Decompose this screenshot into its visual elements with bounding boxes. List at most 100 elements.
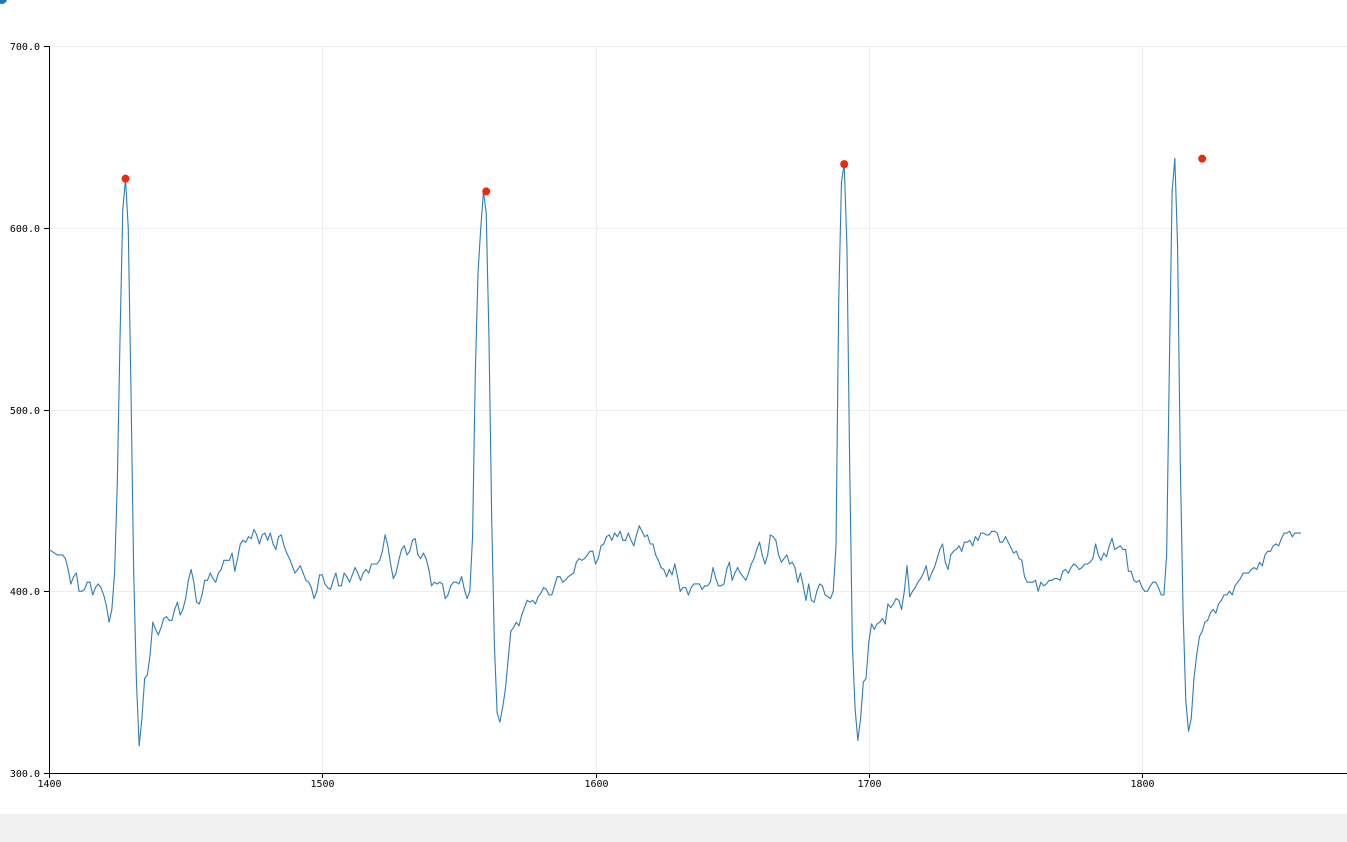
series-line-segment: [1237, 577, 1241, 583]
series-line-segment: [417, 554, 422, 560]
series-line-segment: [62, 554, 66, 560]
series-line-segment: [308, 581, 312, 589]
series-line-segment: [862, 677, 867, 683]
series-line-segment: [428, 568, 433, 587]
series-line-segment: [215, 572, 219, 583]
series-line-segment: [1234, 581, 1239, 587]
series-line-segment: [198, 594, 203, 605]
series-line-segment: [420, 552, 424, 560]
series-line-segment: [174, 601, 178, 610]
series-line-segment: [892, 597, 897, 605]
series-line-segment: [403, 545, 408, 556]
y-tick-label: 700.0: [10, 42, 40, 53]
series-line-segment: [920, 572, 924, 580]
axes: [44, 46, 1347, 778]
series-line-segment: [1007, 541, 1012, 549]
series-line-segment: [149, 621, 154, 656]
series-line-segment: [890, 603, 894, 609]
series-line-segment: [671, 563, 676, 576]
series-line-segment: [939, 543, 944, 550]
series-line-segment: [655, 554, 659, 561]
series-line-segment: [1226, 590, 1231, 596]
series-line-segment: [272, 543, 277, 550]
series-line-segment: [409, 539, 413, 552]
series-line-segment: [1146, 585, 1151, 592]
series-line-segment: [441, 583, 446, 600]
series-line-segment: [638, 525, 643, 532]
series-line-segment: [742, 576, 747, 581]
series-line-segment: [832, 545, 837, 592]
series-line-segment: [1023, 576, 1028, 583]
series-line-segment: [685, 587, 689, 596]
series-line-segment: [133, 572, 137, 683]
series-line-segment: [1149, 581, 1154, 587]
series-line-segment: [775, 539, 780, 556]
series-line-segment: [851, 645, 856, 710]
series-line-segment: [1081, 563, 1086, 569]
series-line-segment: [1021, 559, 1026, 578]
series-line-segment: [764, 554, 769, 565]
series-layer: [48, 158, 1302, 747]
series-line-segment: [1259, 561, 1263, 567]
series-line-segment: [351, 567, 356, 576]
series-line-segment: [977, 532, 982, 541]
series-line-segment: [813, 590, 818, 603]
series-line-segment: [860, 681, 864, 720]
series-line-segment: [450, 581, 454, 587]
series-line-segment: [1248, 568, 1252, 574]
series-line-segment: [119, 209, 124, 338]
series-line-segment: [469, 536, 474, 592]
series-line-segment: [310, 587, 315, 600]
series-line-segment: [974, 536, 979, 541]
corner-marker: [0, 0, 14, 14]
series-line-segment: [425, 557, 430, 570]
grid-lines: [49, 46, 1347, 773]
series-line-segment: [496, 712, 501, 723]
series-line-segment: [603, 536, 608, 545]
series-line-segment: [707, 581, 711, 587]
series-line-segment: [362, 568, 367, 574]
series-line-segment: [294, 568, 299, 574]
series-line-segment: [1097, 554, 1102, 561]
series-line-segment: [901, 590, 905, 610]
series-line-segment: [1179, 463, 1184, 610]
series-line-segment: [116, 336, 121, 483]
peak-point: [121, 174, 130, 183]
series-line-segment: [701, 585, 706, 590]
series-line-segment: [97, 583, 102, 589]
series-line-segment: [67, 568, 72, 585]
series-line-segment: [619, 530, 624, 541]
series-line-segment: [365, 568, 370, 574]
series-line-segment: [1269, 545, 1274, 552]
series-line-segment: [614, 532, 618, 538]
series-line-segment: [961, 541, 965, 552]
series-line-segment: [1163, 554, 1168, 596]
series-line-segment: [1075, 565, 1080, 570]
series-line-segment: [160, 617, 165, 629]
series-line-segment: [510, 627, 515, 632]
series-line-segment: [280, 534, 285, 547]
series-line-segment: [234, 557, 239, 572]
series-line-segment: [635, 525, 640, 536]
series-line-segment: [321, 574, 326, 585]
series-line-segment: [791, 561, 796, 569]
series-line-segment: [1239, 572, 1244, 580]
series-line-segment: [1059, 570, 1064, 581]
series-line-segment: [873, 623, 878, 630]
series-line-segment: [731, 572, 736, 581]
series-line-segment: [799, 572, 804, 587]
series-line-segment: [190, 568, 195, 583]
series-line-segment: [258, 534, 263, 545]
series-line-segment: [1002, 536, 1006, 543]
x-tick-label: 1400: [37, 779, 61, 790]
series-line-segment: [534, 596, 539, 605]
series-line-segment: [780, 557, 785, 563]
series-line-segment: [228, 552, 233, 561]
series-line-segment: [267, 532, 271, 541]
series-line-segment: [302, 572, 307, 581]
series-line-segment: [761, 554, 766, 565]
series-line-segment: [625, 532, 629, 541]
series-line-segment: [431, 581, 435, 587]
series-line-segment: [540, 587, 545, 594]
series-line-segment: [1089, 557, 1094, 563]
